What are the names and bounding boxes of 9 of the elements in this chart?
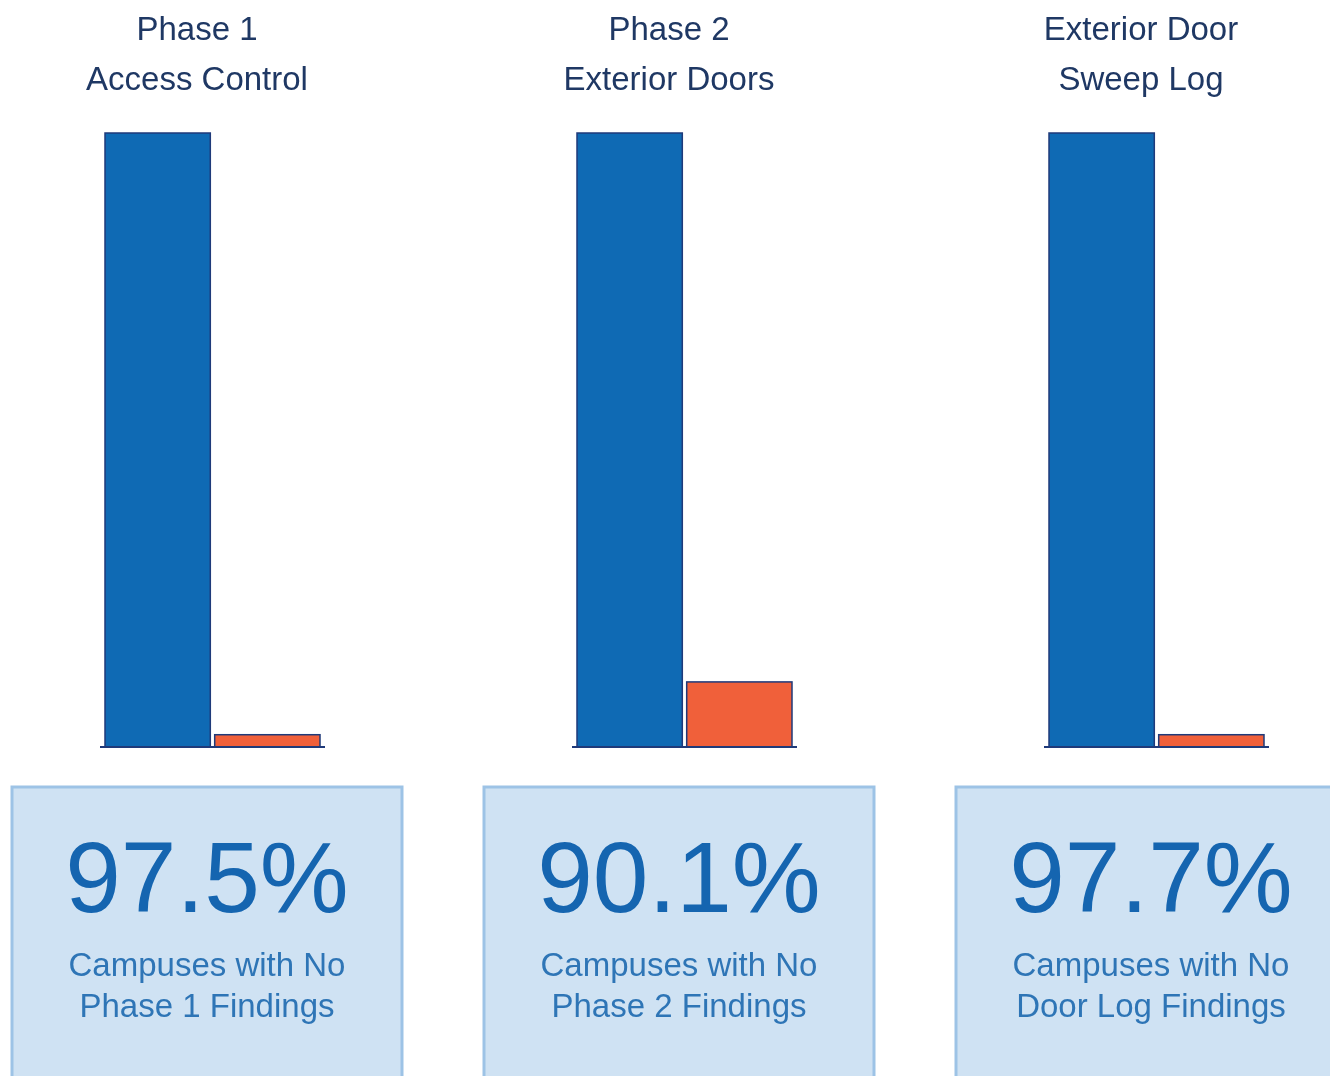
text: 90.1% — [537, 821, 821, 933]
text: 97.5% — [65, 821, 349, 933]
chart-title: Phase 1 Access Control — [86, 10, 308, 97]
text: Campuses with No Phase 2 Findings — [540, 946, 818, 1024]
chart-title: Phase 2 Exterior Doors — [563, 10, 775, 97]
text: Campuses with No Door Log Findings — [1012, 946, 1290, 1024]
chart-title: Exterior Door Sweep Log — [1043, 10, 1239, 97]
text: 97.7% — [1009, 821, 1293, 933]
text: Campuses with No Phase 1 Findings — [68, 946, 346, 1024]
